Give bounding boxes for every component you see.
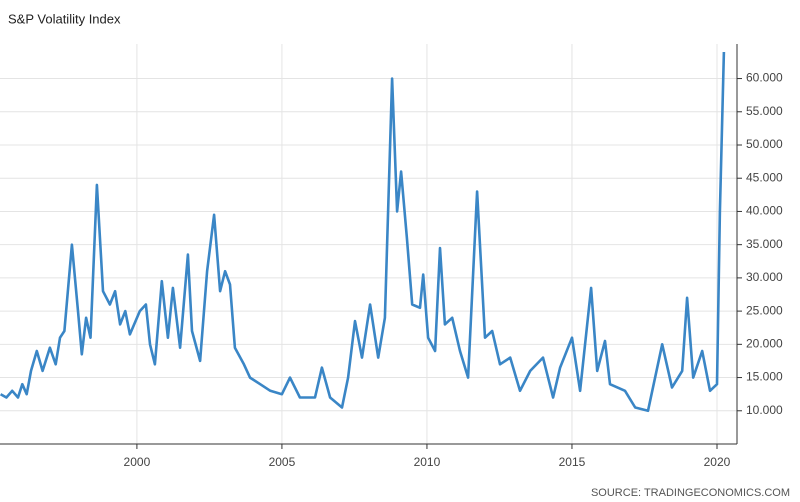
chart-title: S&P Volatility Index [8,11,121,26]
x-tick-label: 2000 [124,455,151,469]
y-tick-label: 20.000 [746,337,783,351]
data-line [0,51,726,413]
x-tick-label: 2010 [414,455,441,469]
y-tick-label: 55.000 [746,104,783,118]
y-tick-label: 30.000 [746,270,783,284]
y-tick-label: 35.000 [746,237,783,251]
y-tick-label: 60.000 [746,71,783,85]
y-tick-label: 15.000 [746,370,783,384]
source: SOURCE: TRADINGECONOMICS.COM [591,487,790,499]
y-tick-label: 40.000 [746,204,783,218]
y-tick-label: 10.000 [746,403,783,417]
y-tick-label: 25.000 [746,303,783,317]
x-tick-label: 2020 [704,455,731,469]
y-tick-label: 45.000 [746,170,783,184]
x-tick-label: 2005 [269,455,296,469]
x-tick-label: 2015 [559,455,586,469]
y-tick-label: 50.000 [746,137,783,151]
